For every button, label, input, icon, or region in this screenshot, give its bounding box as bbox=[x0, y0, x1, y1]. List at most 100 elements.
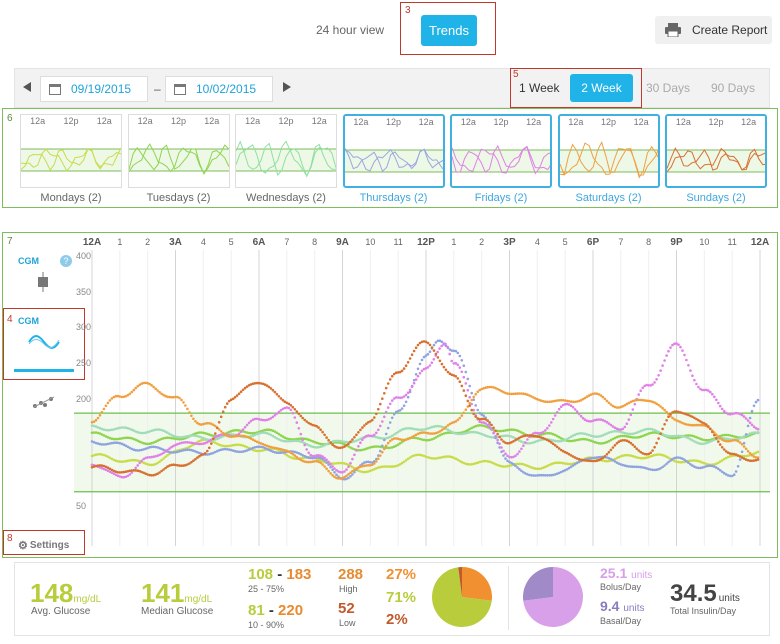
create-report-button[interactable]: Create Report bbox=[655, 16, 772, 44]
cgm-point bbox=[186, 441, 189, 444]
cgm-point bbox=[388, 439, 392, 443]
cgm-point bbox=[605, 399, 609, 403]
x-tick-label: 2 bbox=[479, 237, 485, 247]
range-1-week[interactable]: 1 Week bbox=[519, 81, 560, 95]
cgm-point bbox=[120, 395, 124, 399]
day-label[interactable]: Wednesdays (2) bbox=[246, 192, 326, 204]
day-label[interactable]: Tuesdays (2) bbox=[146, 192, 211, 204]
trends-button[interactable]: Trends bbox=[421, 15, 477, 46]
cgm-point bbox=[341, 442, 344, 445]
cgm-point bbox=[518, 462, 521, 466]
day-panel[interactable]: 12a 12p 12a bbox=[450, 114, 552, 188]
cgm-point bbox=[681, 411, 684, 415]
cgm-point bbox=[536, 431, 539, 435]
x-tick-label: 6P bbox=[586, 237, 600, 248]
cgm-point bbox=[637, 465, 640, 469]
cgm-point bbox=[388, 378, 392, 381]
cgm-point bbox=[202, 436, 205, 440]
day-label[interactable]: Sundays (2) bbox=[686, 192, 746, 204]
help-icon[interactable]: ? bbox=[60, 255, 72, 267]
day-label[interactable]: Fridays (2) bbox=[474, 192, 528, 204]
cgm-point bbox=[442, 432, 446, 435]
cgm-point bbox=[734, 453, 738, 456]
cgm-point bbox=[388, 402, 392, 406]
cgm-point bbox=[172, 437, 175, 440]
cgm-point bbox=[434, 431, 438, 435]
cgm-point bbox=[667, 434, 670, 438]
day-panel[interactable]: 12a 12p 12a bbox=[235, 114, 337, 188]
day-sparkline bbox=[344, 147, 443, 173]
cgm-point bbox=[617, 430, 621, 433]
cgm-point bbox=[625, 432, 629, 435]
cgm-point bbox=[305, 437, 308, 441]
cgm-point bbox=[581, 437, 585, 441]
cgm-point bbox=[150, 463, 153, 467]
cgm-point bbox=[116, 437, 120, 441]
day-panel[interactable]: 12a 12p 12a bbox=[127, 114, 230, 188]
cgm-point bbox=[359, 448, 362, 452]
cgm-point bbox=[277, 410, 281, 414]
cgm-point bbox=[301, 441, 304, 444]
scatter-view-icon[interactable] bbox=[32, 394, 56, 410]
cgm-point bbox=[524, 434, 527, 437]
cgm-point bbox=[347, 442, 350, 445]
next-range-arrow[interactable] bbox=[283, 82, 291, 92]
cgm-point bbox=[144, 431, 147, 434]
cgm-point bbox=[679, 345, 682, 349]
day-panel[interactable]: 12a 12p 12a bbox=[20, 114, 122, 188]
cgm-point bbox=[106, 436, 110, 439]
cgm-point bbox=[369, 434, 372, 438]
cgm-point bbox=[693, 459, 696, 462]
cgm-point bbox=[532, 474, 535, 477]
cgm-point bbox=[534, 474, 537, 477]
range-90-days[interactable]: 90 Days bbox=[711, 81, 756, 95]
cgm-point bbox=[462, 364, 466, 367]
cgm-point bbox=[392, 437, 396, 440]
cgm-point bbox=[456, 377, 460, 380]
cgm-point bbox=[343, 470, 346, 473]
cgm-point bbox=[321, 460, 324, 463]
cgm-point bbox=[291, 405, 295, 409]
settings-button[interactable]: ⚙ Settings bbox=[18, 539, 69, 552]
cgm-point bbox=[392, 372, 396, 376]
cgm-point bbox=[627, 454, 631, 457]
cgm-line-view-tab[interactable]: CGM bbox=[14, 312, 74, 372]
day-label[interactable]: Thursdays (2) bbox=[359, 192, 428, 204]
cgm-point bbox=[567, 462, 571, 466]
cgm-point bbox=[204, 437, 207, 441]
cgm-point bbox=[253, 449, 257, 452]
cgm-point bbox=[116, 474, 120, 477]
cgm-point bbox=[214, 450, 217, 454]
range-2-week[interactable]: 2 Week bbox=[570, 74, 633, 102]
start-date-field[interactable]: 09/19/2015 bbox=[40, 76, 148, 102]
cgm-bar-view-tab[interactable]: CGM ? bbox=[14, 252, 74, 308]
cgm-point bbox=[454, 362, 458, 365]
cgm-point bbox=[530, 474, 533, 477]
day-label[interactable]: Saturdays (2) bbox=[575, 192, 642, 204]
cgm-point bbox=[478, 417, 482, 421]
day-panel[interactable]: 12a 12p 12a bbox=[342, 114, 445, 188]
cgm-point bbox=[223, 433, 227, 436]
prev-range-arrow[interactable] bbox=[23, 82, 31, 92]
cgm-point bbox=[90, 440, 94, 443]
glucose-range-pie-chart bbox=[431, 567, 492, 628]
day-panel[interactable]: 12a 12p 12a bbox=[665, 114, 767, 188]
cgm-point bbox=[414, 453, 418, 457]
cgm-point bbox=[112, 428, 116, 431]
range-30-days[interactable]: 30 Days bbox=[646, 81, 691, 95]
cgm-point bbox=[595, 441, 599, 445]
hour-view-link[interactable]: 24 hour view bbox=[316, 23, 385, 37]
day-panel[interactable]: 12a 12p 12a bbox=[557, 114, 660, 188]
day-sparkline-trace bbox=[128, 144, 229, 176]
cgm-point bbox=[705, 465, 708, 468]
cgm-point bbox=[623, 431, 627, 435]
cgm-point bbox=[343, 440, 346, 444]
day-label[interactable]: Mondays (2) bbox=[40, 192, 102, 204]
cgm-point bbox=[200, 439, 203, 442]
cgm-point bbox=[456, 351, 460, 355]
cgm-point bbox=[359, 437, 362, 441]
cgm-point bbox=[351, 440, 354, 444]
end-date-field[interactable]: 10/02/2015 bbox=[165, 76, 273, 102]
cgm-point bbox=[347, 463, 350, 467]
cgm-point bbox=[711, 392, 714, 396]
